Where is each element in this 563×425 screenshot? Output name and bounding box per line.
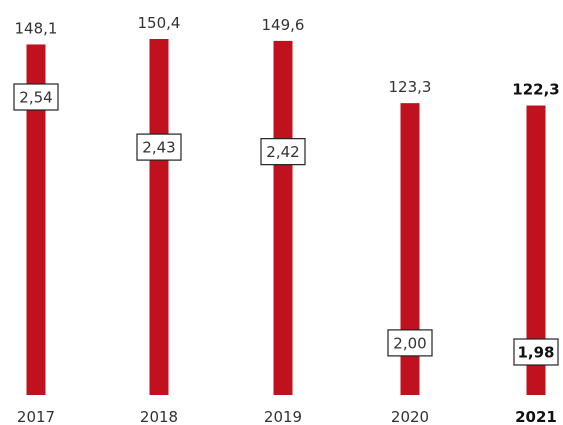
bar-2020 bbox=[400, 103, 420, 396]
x-tick-label-2020: 2020 bbox=[391, 408, 429, 425]
box-label-2019: 2,42 bbox=[266, 143, 299, 161]
bar-2017 bbox=[26, 44, 46, 395]
value-label-2019: 149,6 bbox=[262, 16, 305, 34]
bar-2018 bbox=[149, 39, 169, 395]
value-label-2018: 150,4 bbox=[138, 14, 181, 32]
box-label-2017: 2,54 bbox=[19, 89, 52, 107]
value-box-2019 bbox=[260, 138, 306, 166]
value-box-2020 bbox=[387, 329, 433, 357]
x-tick-label-2021: 2021 bbox=[515, 408, 557, 425]
value-box-2018 bbox=[136, 133, 182, 161]
bar-2021 bbox=[526, 105, 546, 395]
x-tick-label-2017: 2017 bbox=[17, 408, 55, 425]
value-label-2017: 148,1 bbox=[15, 19, 58, 37]
value-box-2021 bbox=[513, 338, 559, 366]
value-label-2020: 123,3 bbox=[389, 78, 432, 96]
x-tick-label-2018: 2018 bbox=[140, 408, 178, 425]
box-label-2020: 2,00 bbox=[393, 334, 426, 352]
box-label-2021: 1,98 bbox=[517, 344, 554, 362]
value-label-2021: 122,3 bbox=[512, 81, 559, 99]
value-box-2017 bbox=[13, 83, 59, 111]
box-label-2018: 2,43 bbox=[142, 139, 175, 157]
x-tick-label-2019: 2019 bbox=[264, 408, 302, 425]
bar-2019 bbox=[273, 40, 293, 395]
